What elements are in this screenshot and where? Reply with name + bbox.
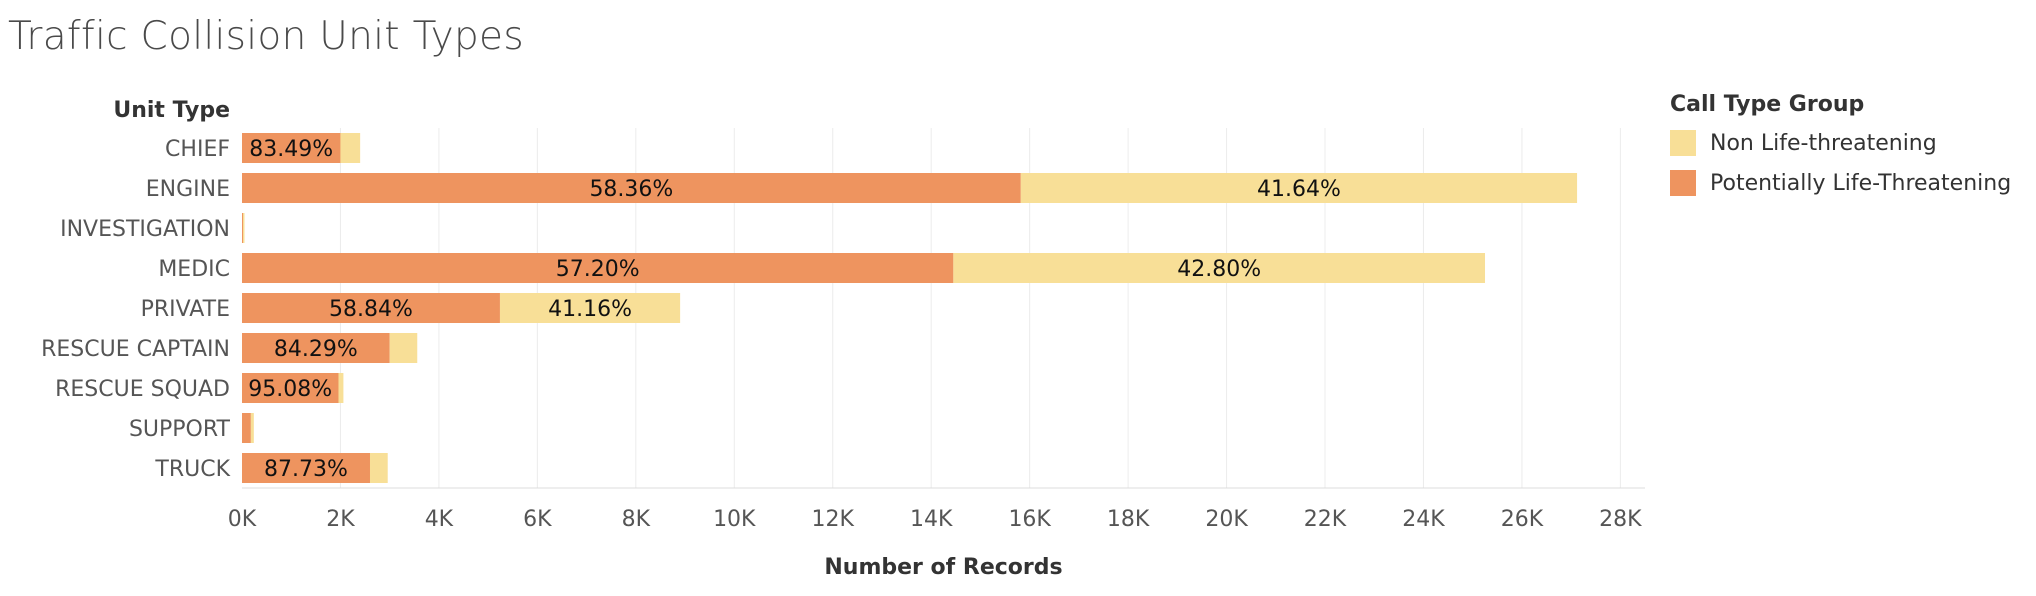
category-label: INVESTIGATION [60,217,230,242]
x-tick-label: 10K [713,507,756,532]
x-tick-label: 16K [1008,507,1051,532]
legend: Call Type Group Non Life-threatening Pot… [1670,92,2011,203]
bar-segment [953,253,1486,283]
category-label: RESCUE SQUAD [55,377,230,402]
legend-title: Call Type Group [1670,92,1865,117]
x-tick-label: 14K [910,507,953,532]
x-tick-label: 26K [1501,507,1544,532]
bar-segment [242,453,370,483]
bar-segment [242,133,341,163]
data-label: 42.80% [1177,257,1261,282]
bar-segment [369,453,388,483]
data-label: 58.84% [329,297,413,322]
data-label: 83.49% [249,137,333,162]
legend-label: Non Life-threatening [1710,130,1937,156]
x-tick-label: 20K [1205,507,1248,532]
labels-layer: 83.49% 58.36% 41.64% 57.20% 42.80% 58.84% 41.1… [248,137,1341,482]
bar-segment [250,413,254,443]
legend-label: Potentially Life-Threatening [1710,170,2012,196]
legend-item-non-life-threatening[interactable]: Non Life-threatening [1670,123,2011,163]
category-label: CHIEF [165,137,230,162]
x-axis-title: Number of Records [824,555,1062,580]
row-header: Unit Type [113,98,230,123]
category-label: PRIVATE [141,297,230,322]
x-tick-label: 24K [1402,507,1445,532]
x-tick-label: 22K [1304,507,1347,532]
x-tick-label: 6K [523,507,552,532]
bar-segment [242,373,339,403]
data-label: 95.08% [248,377,332,402]
bar-segment [1020,173,1578,203]
x-tick-label: 8K [622,507,651,532]
legend-swatch-non-life-threatening [1670,130,1696,156]
x-tick-label: 18K [1107,507,1150,532]
category-label: TRUCK [154,457,230,482]
category-label: MEDIC [158,257,230,282]
bar-segment [242,253,954,283]
bar-segment [242,333,390,363]
x-tick-label: 12K [812,507,855,532]
data-label: 87.73% [264,457,348,482]
x-tick-label: 0K [228,507,257,532]
data-label: 57.20% [556,257,640,282]
bar-segment [242,213,244,243]
data-label: 41.16% [548,297,632,322]
bar-segment [242,213,245,243]
legend-swatch-potentially-life-threatening [1670,170,1696,196]
bar-segment [242,293,500,323]
bar-segment [338,373,344,403]
x-tick-label: 2K [326,507,355,532]
data-label: 58.36% [589,177,673,202]
data-label: 41.64% [1257,177,1341,202]
data-label: 84.29% [274,337,358,362]
bars-layer [242,133,1578,483]
legend-item-potentially-life-threatening[interactable]: Potentially Life-Threatening [1670,163,2011,203]
x-tick-label: 4K [425,507,454,532]
chart-title: Traffic Collision Unit Types [8,14,524,59]
bar-segment [242,173,1021,203]
bar-segment [340,133,361,163]
bar-segment [389,333,418,363]
axis-layer: Unit Type CHIEF ENGINE INVESTIGATION MEDIC PR… [41,98,1645,580]
category-label: RESCUE CAPTAIN [41,337,230,362]
bar-segment [499,293,681,323]
category-label: ENGINE [146,177,230,202]
bar-chart: 83.49% 58.36% 41.64% 57.20% 42.80% 58.84% 41.1… [41,98,1645,580]
bar-segment [242,413,251,443]
x-tick-label: 28K [1599,507,1642,532]
category-label: SUPPORT [129,417,231,442]
